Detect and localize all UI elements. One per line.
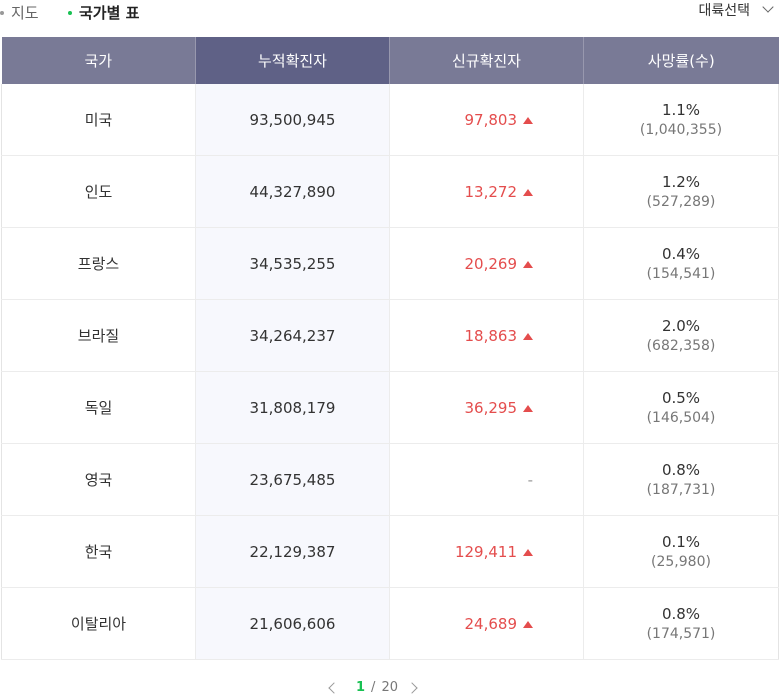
cumulative-cell: 44,327,890 <box>195 155 390 228</box>
death-count-value: (527,289) <box>646 193 716 210</box>
new-cases-value: 20,269 <box>464 254 518 273</box>
new-cases-value: 129,411 <box>454 542 517 561</box>
page-separator: / <box>371 680 376 695</box>
death-rate-cell: 1.1% (1,040,355) <box>583 84 779 156</box>
death-rate-value: 2.0% <box>661 316 701 335</box>
death-rate-value: 0.5% <box>661 388 701 407</box>
new-cases-cell: 36,295 <box>389 371 584 444</box>
death-rate-cell: 0.8% (187,731) <box>583 443 779 516</box>
table-row: 미국 93,500,945 97,803 1.1% (1,040,355) <box>1 84 779 156</box>
continent-select-label: 대륙선택 <box>698 3 750 19</box>
death-count-value: (25,980) <box>651 553 711 570</box>
new-cases-cell: 129,411 <box>389 515 584 588</box>
tab-country-table-label: 국가별 표 <box>79 4 140 22</box>
bullet-dot-icon <box>68 10 72 15</box>
bullet-dot-icon <box>0 10 4 15</box>
country-cell: 프랑스 <box>1 227 196 300</box>
view-tabs: 지도 국가별 표 대륙선택 <box>0 0 782 30</box>
up-triangle-icon <box>523 260 533 268</box>
header-new: 신규확진자 <box>389 37 584 84</box>
death-rate-cell: 0.5% (146,504) <box>583 371 779 444</box>
death-count-value: (682,358) <box>646 337 716 354</box>
chevron-right-icon[interactable] <box>406 681 418 694</box>
header-country: 국가 <box>1 37 196 84</box>
cumulative-cell: 31,808,179 <box>195 371 390 444</box>
country-cell: 영국 <box>1 443 196 516</box>
cumulative-cell: 93,500,945 <box>195 84 390 156</box>
cumulative-cell: 22,129,387 <box>195 515 390 588</box>
new-cases-value: 36,295 <box>464 398 518 417</box>
death-count-value: (154,541) <box>646 265 716 282</box>
table-row: 인도 44,327,890 13,272 1.2% (527,289) <box>1 155 779 228</box>
death-rate-value: 0.1% <box>661 532 701 551</box>
tab-country-table[interactable]: 국가별 표 <box>68 2 139 23</box>
death-rate-value: 1.1% <box>661 100 701 119</box>
country-cell: 브라질 <box>1 299 196 372</box>
pagination: 1 / 20 <box>328 680 418 695</box>
table-row: 한국 22,129,387 129,411 0.1% (25,980) <box>1 515 779 588</box>
new-cases-cell: 18,863 <box>389 299 584 372</box>
country-cell: 독일 <box>1 371 196 444</box>
tab-map-label: 지도 <box>11 4 39 22</box>
total-pages: 20 <box>381 680 398 695</box>
up-triangle-icon <box>523 332 533 340</box>
chevron-down-icon <box>762 1 774 13</box>
table-row: 브라질 34,264,237 18,863 2.0% (682,358) <box>1 299 779 372</box>
new-cases-value: 13,272 <box>464 182 518 201</box>
up-triangle-icon <box>523 116 533 124</box>
header-cumulative: 누적확진자 <box>195 37 390 84</box>
death-rate-value: 1.2% <box>661 172 701 191</box>
new-cases-cell: 24,689 <box>389 587 584 660</box>
cumulative-cell: 34,264,237 <box>195 299 390 372</box>
current-page: 1 <box>356 680 366 695</box>
up-triangle-icon <box>523 620 533 628</box>
new-cases-cell: 97,803 <box>389 84 584 156</box>
continent-select[interactable]: 대륙선택 <box>698 0 774 20</box>
table-header-row: 국가 누적확진자 신규확진자 사망률(수) <box>1 37 779 84</box>
country-cell: 이탈리아 <box>1 587 196 660</box>
country-cell: 인도 <box>1 155 196 228</box>
country-cell: 미국 <box>1 84 196 156</box>
death-rate-cell: 0.8% (174,571) <box>583 587 779 660</box>
header-death-rate: 사망률(수) <box>583 37 779 84</box>
death-count-value: (174,571) <box>646 625 716 642</box>
new-cases-value: 24,689 <box>464 614 518 633</box>
cumulative-cell: 34,535,255 <box>195 227 390 300</box>
death-count-value: (1,040,355) <box>639 121 723 138</box>
table-row: 프랑스 34,535,255 20,269 0.4% (154,541) <box>1 227 779 300</box>
new-cases-value: - <box>527 470 533 489</box>
death-rate-cell: 0.4% (154,541) <box>583 227 779 300</box>
death-rate-cell: 0.1% (25,980) <box>583 515 779 588</box>
new-cases-cell: 20,269 <box>389 227 584 300</box>
table-row: 독일 31,808,179 36,295 0.5% (146,504) <box>1 371 779 444</box>
death-rate-value: 0.8% <box>661 604 701 623</box>
up-triangle-icon <box>523 188 533 196</box>
death-count-value: (146,504) <box>646 409 716 426</box>
new-cases-value: 97,803 <box>464 110 518 129</box>
new-cases-value: 18,863 <box>464 326 518 345</box>
death-rate-value: 0.8% <box>661 460 701 479</box>
up-triangle-icon <box>523 404 533 412</box>
new-cases-cell: - <box>389 443 584 516</box>
death-rate-value: 0.4% <box>661 244 701 263</box>
new-cases-cell: 13,272 <box>389 155 584 228</box>
up-triangle-icon <box>523 548 533 556</box>
tab-map[interactable]: 지도 <box>0 2 39 23</box>
table-row: 이탈리아 21,606,606 24,689 0.8% (174,571) <box>1 587 779 660</box>
country-stats-table: 국가 누적확진자 신규확진자 사망률(수) 미국 93,500,945 97,8… <box>1 37 779 660</box>
death-rate-cell: 1.2% (527,289) <box>583 155 779 228</box>
country-cell: 한국 <box>1 515 196 588</box>
table-row: 영국 23,675,485 - 0.8% (187,731) <box>1 443 779 516</box>
chevron-left-icon[interactable] <box>328 681 340 694</box>
cumulative-cell: 21,606,606 <box>195 587 390 660</box>
cumulative-cell: 23,675,485 <box>195 443 390 516</box>
death-count-value: (187,731) <box>646 481 716 498</box>
death-rate-cell: 2.0% (682,358) <box>583 299 779 372</box>
